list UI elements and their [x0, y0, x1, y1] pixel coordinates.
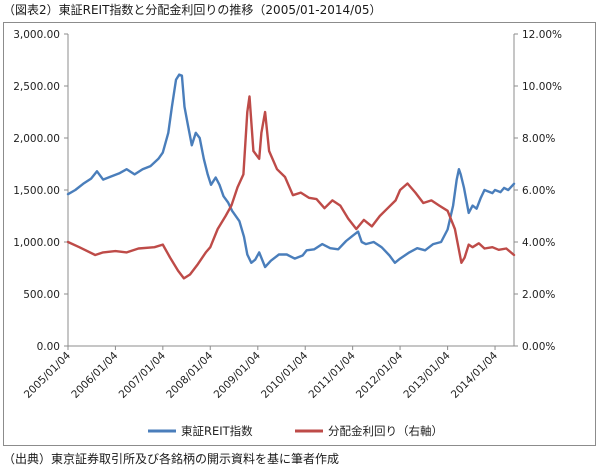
x-tick-label: 2006/01/04: [69, 349, 121, 401]
left-tick-label: 1,500.00: [13, 185, 60, 197]
legend-label-reit: 東証REIT指数: [181, 424, 253, 438]
figure-title: （図表2）東証REIT指数と分配金利回りの推移（2005/01-2014/05）: [3, 3, 382, 17]
x-tick-label: 2005/01/04: [22, 349, 74, 401]
right-tick-label: 6.00%: [522, 185, 555, 197]
chart-frame: [3, 22, 596, 446]
source-note: （出典）東京証券取引所及び各銘柄の開示資料を基に筆者作成: [3, 452, 340, 466]
right-tick-label: 8.00%: [522, 133, 555, 145]
chart-legend: 東証REIT指数 分配金利回り（右軸）: [148, 424, 443, 438]
left-tick-label: 1,000.00: [13, 237, 60, 249]
x-tick-label: 2008/01/04: [164, 349, 216, 401]
left-tick-label: 500.00: [23, 289, 60, 301]
right-tick-label: 2.00%: [522, 289, 555, 301]
x-tick-label: 2009/01/04: [212, 349, 264, 401]
x-tick-label: 2014/01/04: [449, 349, 501, 401]
left-y-axis: 0.00 500.00 1,000.00 1,500.00 2,000.00 2,500.…: [13, 29, 68, 353]
reit-index-line: [66, 73, 516, 269]
right-tick-label: 4.00%: [522, 237, 555, 249]
right-tick-label: 10.00%: [522, 81, 562, 93]
series-lines: [66, 73, 516, 280]
right-tick-label: 12.00%: [522, 29, 562, 41]
legend-label-yield: 分配金利回り（右軸）: [328, 424, 443, 438]
left-tick-label: 2,000.00: [13, 133, 60, 145]
left-tick-label: 3,000.00: [13, 29, 60, 41]
dividend-yield-line: [66, 95, 516, 280]
x-tick-label: 2011/01/04: [306, 349, 358, 401]
x-axis: 2005/01/042006/01/042007/01/042008/01/04…: [22, 346, 501, 401]
left-tick-label: 0.00: [37, 341, 60, 353]
x-tick-label: 2013/01/04: [401, 349, 453, 401]
left-tick-label: 2,500.00: [13, 81, 60, 93]
right-y-axis: 0.00% 2.00% 4.00% 6.00% 8.00% 10.00% 12.00%: [514, 29, 562, 353]
x-tick-label: 2007/01/04: [117, 349, 169, 401]
x-tick-label: 2010/01/04: [259, 349, 311, 401]
right-tick-label: 0.00%: [522, 341, 555, 353]
x-tick-label: 2012/01/04: [354, 349, 406, 401]
